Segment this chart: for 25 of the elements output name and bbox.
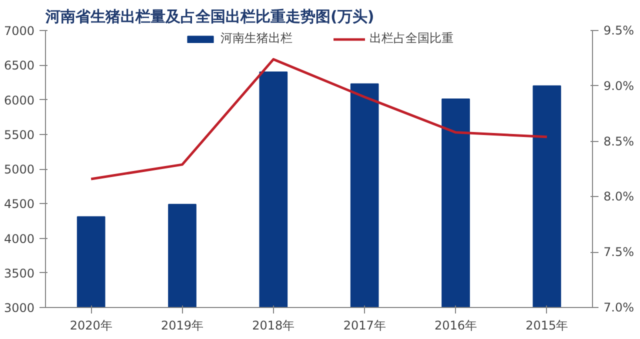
y-tick-label: 3000: [4, 301, 35, 315]
chart-title: 河南省生猪出栏量及占全国出栏比重走势图(万头): [44, 8, 374, 26]
y-tick-label: 5000: [4, 162, 35, 176]
y-tick-label: 7000: [4, 24, 35, 38]
y2-tick-label: 9.5%: [604, 24, 634, 38]
y2-tick-label: 7.0%: [604, 300, 634, 314]
y-tick-label: 4500: [4, 197, 35, 212]
y-tick-label: 6500: [4, 58, 35, 73]
x-tick-label: 2017年: [343, 318, 386, 332]
y-tick-label: 3500: [4, 266, 35, 280]
y2-tick-label: 8.0%: [604, 190, 634, 204]
y2-tick-label: 9.0%: [604, 78, 634, 93]
x-tick-label: 2019年: [160, 318, 204, 332]
y-tick-label: 4000: [4, 232, 35, 246]
legend-label: 河南生猪出栏: [220, 30, 292, 47]
x-tick-label: 2016年: [434, 318, 478, 332]
y2-tick-label: 8.5%: [604, 134, 634, 148]
legend-label: 出栏占全国比重: [370, 30, 454, 47]
x-tick-label: 2020年: [70, 318, 112, 332]
x-tick-label: 2018年: [252, 318, 295, 332]
y-tick-label: 5500: [4, 128, 35, 142]
y2-tick-label: 7.5%: [604, 245, 634, 260]
y-tick-label: 6000: [4, 93, 35, 108]
x-tick-label: 2015年: [526, 318, 568, 332]
line-series: [90, 58, 548, 180]
